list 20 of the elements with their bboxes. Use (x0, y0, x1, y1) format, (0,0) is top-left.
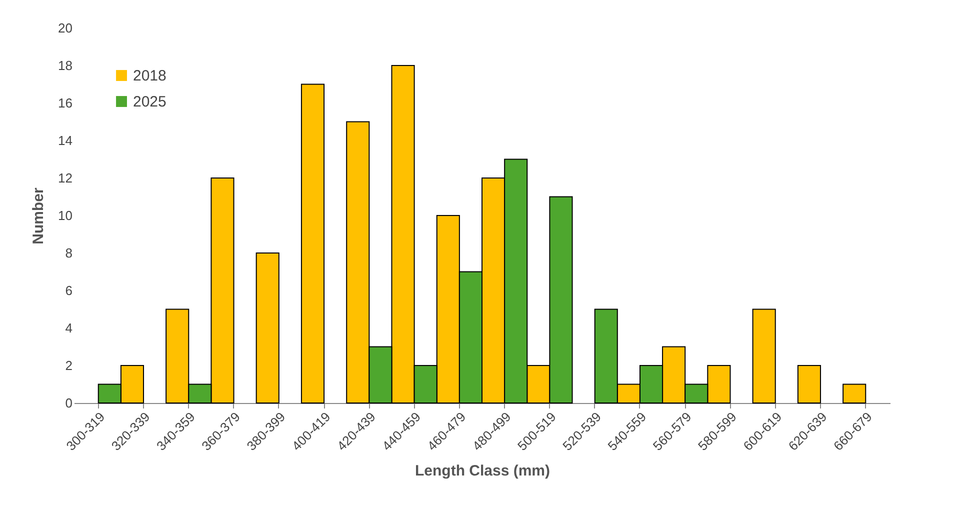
y-tick-label: 14 (58, 133, 72, 148)
y-axis-title: Number (30, 188, 48, 244)
y-tick-label: 0 (65, 396, 72, 410)
y-tick-label: 8 (65, 246, 72, 260)
y-tick-label: 4 (65, 320, 72, 336)
bar (300, 84, 325, 404)
x-axis-title: Length Class (mm) (414, 462, 550, 480)
y-tick-label: 2 (65, 358, 72, 373)
legend-label: 2025 (133, 94, 166, 110)
bar (256, 252, 280, 404)
y-tick-label: 12 (58, 170, 72, 186)
bar (752, 308, 776, 404)
bar (842, 384, 866, 404)
y-tick-label: 6 (65, 283, 72, 298)
y-tick-label: 18 (58, 58, 72, 73)
y-tick-label: 10 (58, 208, 72, 223)
bar (797, 365, 821, 404)
y-tick-label: 16 (58, 96, 72, 110)
y-tick-label: 20 (58, 20, 72, 36)
legend-label: 2018 (133, 68, 166, 84)
